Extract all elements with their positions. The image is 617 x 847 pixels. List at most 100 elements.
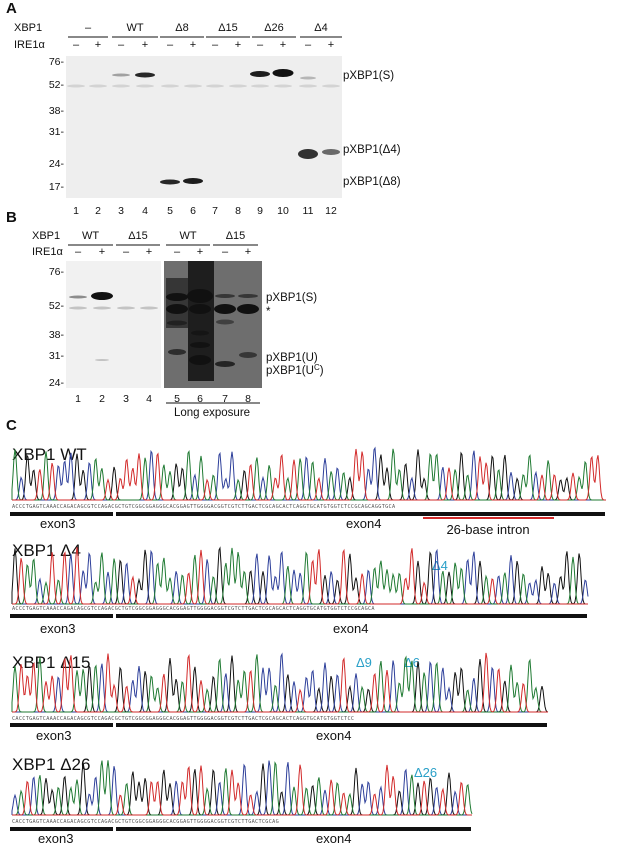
blot-band [206, 84, 224, 88]
panel-a-lane-number: 12 [325, 205, 337, 217]
panel-b-group-label: Δ15 [226, 230, 246, 242]
panel-b-ire1a-mark: – [75, 246, 82, 258]
panel-a-mw-marker: 52- [49, 79, 65, 91]
panel-b-lane-number: 3 [123, 393, 129, 405]
panel-b-letter: B [6, 209, 17, 226]
blot-band [184, 84, 202, 88]
trace-d4-exon3-label: exon3 [40, 621, 75, 636]
panel-a-group-label: Δ4 [314, 22, 327, 34]
panel-a-ire1a-mark: + [190, 39, 196, 51]
blot-band [322, 149, 340, 155]
blot-band [93, 306, 111, 310]
blot-band [166, 293, 188, 301]
band-label-b-s: pXBP1(S) [266, 292, 317, 304]
blot-band [215, 294, 235, 298]
blot-band [216, 319, 234, 325]
trace-d26-title: XBP1 Δ26 [12, 755, 90, 774]
trace-d4-exon4-bar [116, 614, 587, 618]
panel-a-mw-markers: 76- 52- 38- 31- 24- 17- [49, 56, 65, 193]
blot-band [238, 294, 258, 298]
panel-a-ire1a-mark: – [257, 39, 264, 51]
panel-b-lane-number: 8 [245, 393, 251, 405]
blot-band [274, 84, 292, 88]
trace-wt-exon3-bar [10, 512, 113, 516]
panel-a-xbp1-label: XBP1 [14, 22, 42, 34]
panel-a-ire1a-mark: + [280, 39, 286, 51]
trace-d4-exon4-label: exon4 [333, 621, 368, 636]
panel-a-group-headers: – WT Δ8 Δ15 Δ26 Δ4– + – + – + – + – + – + [68, 22, 342, 51]
blot-band [67, 84, 85, 88]
blot-band [191, 330, 209, 336]
blot-band [189, 355, 211, 365]
trace-wt-sequence: ACCCTGAGTCAAACCAGACAGCGTCCAGACGCTGTCGGCG… [12, 504, 396, 510]
trace-wt-exon3-label: exon3 [40, 516, 75, 531]
panel-a-lane-number: 1 [73, 205, 79, 217]
band-label-s: pXBP1(S) [343, 70, 394, 82]
panel-b-ire1a-mark: – [123, 246, 130, 258]
trace-wt-chromatogram [11, 446, 606, 501]
blot-smear [166, 278, 188, 328]
blot-band [299, 84, 317, 88]
band-label-b-uc: pXBP1(UC) [266, 363, 324, 377]
blot-band [183, 178, 203, 184]
panel-b-group-label: WT [179, 230, 196, 242]
panel-a-ire1a-mark: + [328, 39, 334, 51]
blot-band [136, 84, 154, 88]
panel-a-group-label: Δ15 [218, 22, 238, 34]
trace-d4-sequence: ACCCTGAGTCAAACCAGACAGCGTCCAGACGCTGTCGGCG… [12, 606, 375, 612]
long-exposure-label: Long exposure [174, 407, 250, 419]
panel-b-ire1a-mark: + [146, 246, 152, 258]
blot-band [160, 179, 180, 185]
panel-b-mw-markers: 76- 52- 38- 31- 24- [49, 266, 65, 389]
blot-band [167, 320, 187, 326]
panel-a-mw-marker: 38- [49, 105, 65, 117]
blot-band [214, 304, 236, 314]
panel-a-blot [66, 56, 342, 198]
panel-a-group-label: Δ8 [175, 22, 188, 34]
panel-a-lane-number: 6 [190, 205, 196, 217]
panel-a-ire1a-label: IRE1α [14, 39, 45, 51]
panel-a-mw-marker: 76- [49, 56, 65, 68]
panel-b-lane-number: 7 [222, 393, 228, 405]
blot-band [239, 352, 257, 358]
trace-d26-exon3-label: exon3 [38, 831, 73, 846]
panel-b-mw-marker: 24- [49, 377, 65, 389]
panel-a-group-label: – [85, 22, 92, 34]
panel-b-xbp1-label: XBP1 [32, 230, 60, 242]
panel-a-lane-number: 8 [235, 205, 241, 217]
panel-c-letter: C [6, 417, 17, 434]
blot-band [251, 84, 269, 88]
panel-a-ire1a-mark: + [235, 39, 241, 51]
intron-bar [423, 517, 554, 519]
panel-b-ire1a-mark: + [99, 246, 105, 258]
panel-b-lane-numbers: 1 2 3 4 5 6 7 8 [75, 393, 251, 405]
panel-a-mw-marker: 17- [49, 181, 65, 193]
blot-band [140, 306, 158, 310]
panel-b-lane-number: 2 [99, 393, 105, 405]
panel-b-ire1a-label: IRE1α [32, 246, 63, 258]
panel-b-lane-number: 5 [174, 393, 180, 405]
trace-d26-sequence: CACCTGAGTCAAACCAGACAGCGTCCAGACGCTGTCGGCG… [12, 819, 279, 825]
panel-a-ire1a-mark: – [167, 39, 174, 51]
panel-b-mw-marker: 38- [49, 329, 65, 341]
trace-d4-mark: Δ4 [432, 558, 448, 573]
trace-d15-exon3-bar [10, 723, 113, 727]
panel-a-bands [67, 69, 340, 185]
panel-b-ire1a-mark: – [174, 246, 181, 258]
trace-d26-exon4-bar [116, 827, 471, 831]
trace-d4-chromatogram [11, 546, 589, 605]
blot-band [168, 349, 186, 355]
trace-channel [11, 448, 606, 501]
trace-d15-exon4-label: exon4 [316, 728, 351, 743]
blot-band [69, 295, 87, 299]
blot-band [161, 84, 179, 88]
blot-band [89, 84, 107, 88]
panel-a-ire1a-mark: + [95, 39, 101, 51]
panel-a-lane-number: 7 [212, 205, 218, 217]
panel-a-lane-number: 3 [118, 205, 124, 217]
panel-a-lane-number: 2 [95, 205, 101, 217]
blot-band [95, 359, 109, 361]
blot-band [300, 76, 316, 80]
panel-a-ire1a-mark: – [73, 39, 80, 51]
panel-a-mw-marker: 24- [49, 158, 65, 170]
